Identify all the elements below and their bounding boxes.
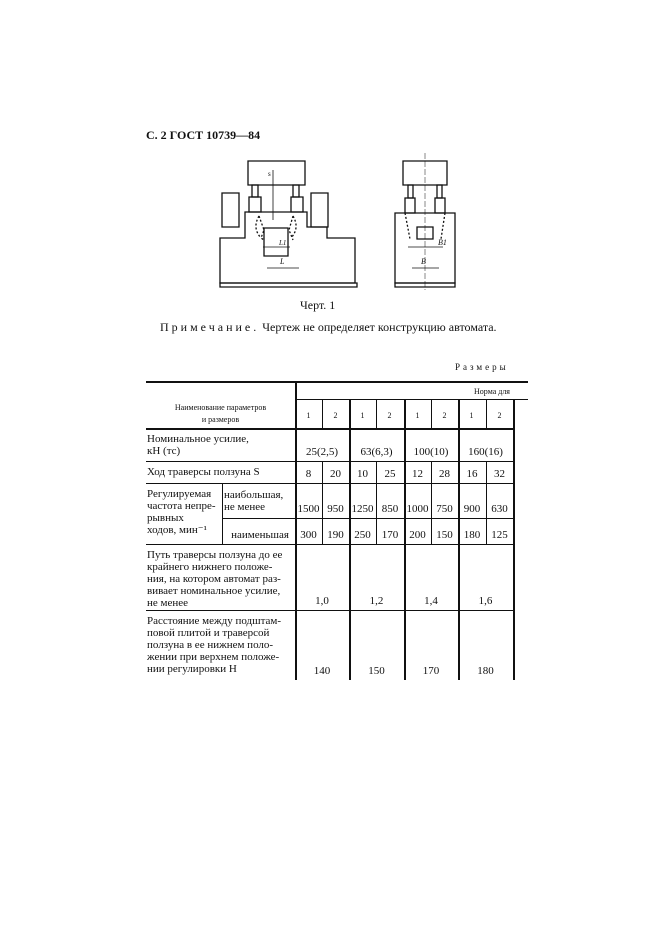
value-cell: 63(6,3) xyxy=(360,446,393,458)
technical-drawing: s L1 L B1 B xyxy=(205,150,465,290)
table-rule xyxy=(486,399,487,428)
row-subname: наибольшая, не менее xyxy=(224,489,284,513)
value-cell: 100(10) xyxy=(413,446,449,458)
value-cell: 10 xyxy=(357,468,368,480)
table-rule xyxy=(146,461,513,462)
subcol-header: 1 xyxy=(469,411,474,420)
subcol-header: 1 xyxy=(415,411,420,420)
table-rule xyxy=(431,461,432,544)
svg-text:L: L xyxy=(279,257,285,266)
row-name: Ход траверсы ползуна S xyxy=(147,466,260,478)
value-cell: 8 xyxy=(305,468,312,480)
table-rule xyxy=(458,399,460,680)
value-cell: 170 xyxy=(381,529,399,541)
table-rule xyxy=(322,399,323,428)
table-rule xyxy=(295,381,297,680)
row-name: Номинальное усилие, кН (тс) xyxy=(147,433,249,457)
table-rule xyxy=(146,544,513,545)
table-rule xyxy=(404,399,406,680)
svg-text:B: B xyxy=(421,257,426,266)
table-rule xyxy=(486,461,487,544)
header-name: Наименование параметров и размеров xyxy=(174,403,267,424)
note: Примечание. Чертеж не определяет констру… xyxy=(160,320,497,335)
value-cell: 950 xyxy=(327,503,344,515)
table-rule xyxy=(295,399,528,400)
value-cell: 180 xyxy=(477,665,494,677)
subcol-header: 2 xyxy=(387,411,392,420)
value-cell: 1250 xyxy=(351,503,374,515)
table-rule xyxy=(146,483,513,484)
value-cell: 125 xyxy=(491,529,508,541)
value-cell: 200 xyxy=(409,529,426,541)
value-cell: 250 xyxy=(354,529,371,541)
table-rule xyxy=(222,483,223,544)
table-rule xyxy=(431,399,432,428)
row-name: Расстояние между подштам- повой плитой и… xyxy=(147,615,282,675)
value-cell: 190 xyxy=(327,529,344,541)
value-cell: 1500 xyxy=(297,503,320,515)
table-rule xyxy=(322,461,323,544)
value-cell: 630 xyxy=(491,503,508,515)
value-cell: 20 xyxy=(330,468,341,480)
value-cell: 150 xyxy=(368,665,385,677)
subcol-header: 2 xyxy=(497,411,502,420)
table-rule xyxy=(376,461,377,544)
table-rule xyxy=(349,399,351,680)
value-cell: 1,2 xyxy=(369,595,384,607)
value-cell: 28 xyxy=(439,468,450,480)
value-cell: 180 xyxy=(463,529,481,541)
table-caption: Размеры xyxy=(455,362,509,372)
table-rule xyxy=(513,399,515,680)
subcol-header: 2 xyxy=(442,411,447,420)
svg-text:L1: L1 xyxy=(278,239,286,247)
value-cell: 1,4 xyxy=(424,595,438,607)
value-cell: 900 xyxy=(463,503,481,515)
figure-caption: Черт. 1 xyxy=(300,298,336,312)
value-cell: 300 xyxy=(300,529,317,541)
note-label: Примечание. xyxy=(160,320,260,334)
header-norm: Норма для xyxy=(474,387,510,396)
row-name: Путь траверсы ползуна до ее крайнего ниж… xyxy=(147,549,283,609)
value-cell: 25(2,5) xyxy=(305,446,339,458)
value-cell: 140 xyxy=(313,665,331,677)
value-cell: 1,6 xyxy=(478,595,493,607)
table-rule xyxy=(146,381,528,383)
row-name: Регулируемая частота непре- рывных ходов… xyxy=(147,488,216,536)
subcol-header: 2 xyxy=(333,411,338,420)
value-cell: 25 xyxy=(384,468,396,480)
table-rule xyxy=(376,399,377,428)
value-cell: 12 xyxy=(412,468,423,480)
svg-text:B1: B1 xyxy=(438,238,447,247)
label-s: s xyxy=(268,170,271,178)
value-cell: 16 xyxy=(466,468,478,480)
row-subname: наименьшая xyxy=(231,529,289,541)
note-text: Чертеж не определяет конструкцию автомат… xyxy=(259,320,497,334)
value-cell: 150 xyxy=(436,529,453,541)
table-rule xyxy=(146,428,513,430)
value-cell: 850 xyxy=(381,503,399,515)
value-cell: 170 xyxy=(422,665,440,677)
value-cell: 1000 xyxy=(406,503,429,515)
value-cell: 160(16) xyxy=(468,446,503,458)
page-header: С. 2 ГОСТ 10739—84 xyxy=(146,128,261,142)
subcol-header: 1 xyxy=(306,411,311,420)
value-cell: 750 xyxy=(436,503,453,515)
table-rule xyxy=(222,518,513,519)
value-cell: 32 xyxy=(494,468,505,480)
value-cell: 1,0 xyxy=(315,595,329,607)
table-rule xyxy=(146,610,513,611)
subcol-header: 1 xyxy=(360,411,365,420)
